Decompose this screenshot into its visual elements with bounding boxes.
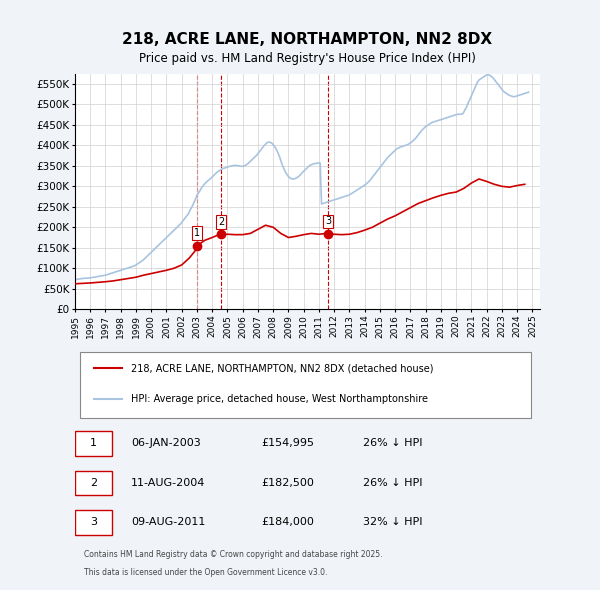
Text: 26% ↓ HPI: 26% ↓ HPI — [364, 438, 423, 448]
Text: 3: 3 — [90, 517, 97, 527]
Text: £154,995: £154,995 — [261, 438, 314, 448]
Text: £182,500: £182,500 — [261, 478, 314, 488]
Text: 3: 3 — [325, 217, 331, 227]
Text: 11-AUG-2004: 11-AUG-2004 — [131, 478, 205, 488]
Text: This data is licensed under the Open Government Licence v3.0.: This data is licensed under the Open Gov… — [84, 568, 328, 577]
Text: Price paid vs. HM Land Registry's House Price Index (HPI): Price paid vs. HM Land Registry's House … — [139, 53, 476, 65]
FancyBboxPatch shape — [75, 510, 112, 535]
Text: 32% ↓ HPI: 32% ↓ HPI — [364, 517, 423, 527]
FancyBboxPatch shape — [75, 471, 112, 495]
Text: 218, ACRE LANE, NORTHAMPTON, NN2 8DX (detached house): 218, ACRE LANE, NORTHAMPTON, NN2 8DX (de… — [131, 363, 433, 373]
Text: HPI: Average price, detached house, West Northamptonshire: HPI: Average price, detached house, West… — [131, 394, 428, 404]
FancyBboxPatch shape — [80, 352, 531, 418]
Text: 09-AUG-2011: 09-AUG-2011 — [131, 517, 205, 527]
Text: 26% ↓ HPI: 26% ↓ HPI — [364, 478, 423, 488]
Text: 2: 2 — [90, 478, 97, 488]
Text: 1: 1 — [90, 438, 97, 448]
Text: £184,000: £184,000 — [261, 517, 314, 527]
FancyBboxPatch shape — [75, 431, 112, 456]
Text: 06-JAN-2003: 06-JAN-2003 — [131, 438, 200, 448]
Text: 2: 2 — [218, 217, 224, 227]
Text: Contains HM Land Registry data © Crown copyright and database right 2025.: Contains HM Land Registry data © Crown c… — [84, 550, 383, 559]
Text: 218, ACRE LANE, NORTHAMPTON, NN2 8DX: 218, ACRE LANE, NORTHAMPTON, NN2 8DX — [122, 32, 493, 47]
Text: 1: 1 — [194, 228, 200, 238]
